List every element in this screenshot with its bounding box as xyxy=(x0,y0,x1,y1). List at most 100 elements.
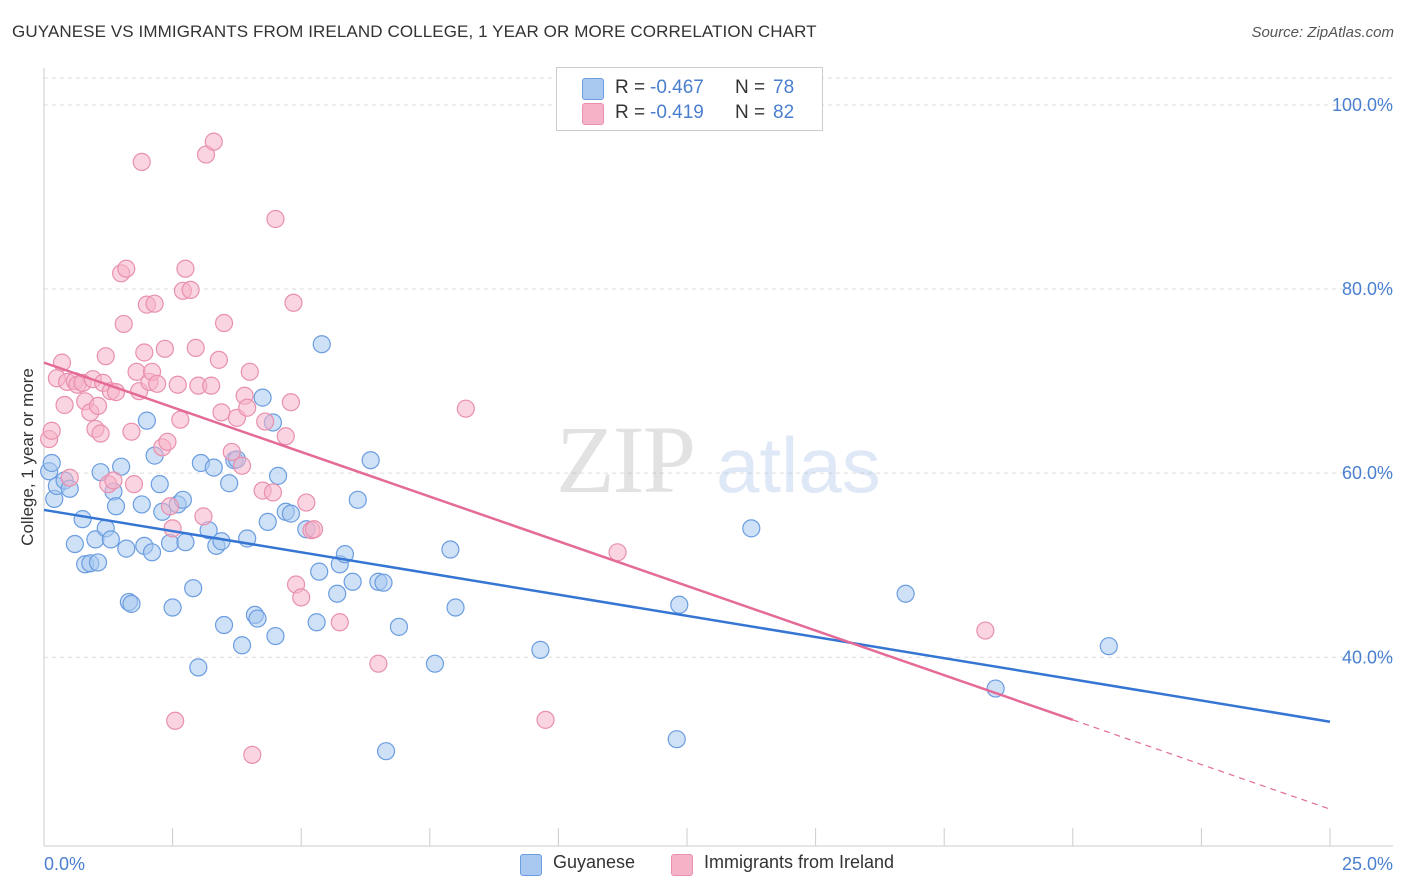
axes xyxy=(43,68,1393,847)
guyanese-point xyxy=(42,453,61,473)
watermark: ZIP atlas xyxy=(556,406,881,513)
guyanese-point xyxy=(307,613,326,632)
guyanese-point xyxy=(88,553,108,572)
legend-r-label: R = xyxy=(615,102,646,123)
ireland-point xyxy=(135,343,154,362)
guyanese-point xyxy=(163,598,182,617)
ireland-point xyxy=(330,613,349,632)
guyanese-point xyxy=(531,640,550,659)
legend-label-ireland: Immigrants from Ireland xyxy=(704,852,895,872)
ireland-point xyxy=(148,374,167,393)
y-axis-label: College, 1 year or more xyxy=(18,368,37,546)
y-tick-label: 100.0% xyxy=(1332,95,1393,115)
guyanese-point xyxy=(132,495,151,514)
x-tick-labels: 0.0% 25.0% xyxy=(44,854,1393,874)
series-legend: Guyanese Immigrants from Ireland xyxy=(0,852,1406,878)
legend-n-value: 78 xyxy=(773,77,795,98)
ireland-point xyxy=(163,519,182,538)
guyanese-point xyxy=(281,504,301,523)
guyanese-point xyxy=(667,730,686,749)
guyanese-point xyxy=(389,617,409,636)
ireland-point xyxy=(55,395,74,415)
ireland-point xyxy=(202,376,221,395)
ireland-point xyxy=(222,442,241,462)
legend-row-ireland: R = -0.419 N = 82 xyxy=(557,102,822,126)
legend-swatch-pink xyxy=(582,103,604,125)
ireland-point xyxy=(263,483,283,502)
guyanese-point xyxy=(232,636,252,655)
ireland-point xyxy=(181,280,200,299)
legend-r-value: -0.467 xyxy=(650,77,704,98)
ireland-point xyxy=(292,588,311,607)
legend-swatch-ireland xyxy=(671,854,693,876)
ireland-point xyxy=(168,375,187,394)
guyanese-point xyxy=(101,530,120,549)
x-tick-label: 0.0% xyxy=(44,854,85,874)
ireland-point xyxy=(266,209,285,229)
guyanese-point xyxy=(73,510,92,529)
guyanese-point xyxy=(441,540,460,559)
guyanese-point xyxy=(112,457,131,476)
y-tick-label: 60.0% xyxy=(1342,463,1393,483)
ireland-point xyxy=(88,396,108,416)
guyanese-point xyxy=(328,584,347,603)
ireland-point xyxy=(158,432,177,451)
y-tick-label: 40.0% xyxy=(1342,647,1393,667)
ireland-point xyxy=(194,507,213,526)
ireland-point xyxy=(60,468,79,487)
ireland-trend-extension xyxy=(1072,719,1331,810)
ireland-point xyxy=(96,347,115,366)
guyanese-point xyxy=(374,573,393,592)
guyanese-point xyxy=(268,466,288,485)
guyanese-point xyxy=(184,579,203,598)
ireland-point xyxy=(243,745,262,764)
legend-label-guyanese: Guyanese xyxy=(553,852,636,872)
guyanese-point xyxy=(348,490,367,509)
ireland-point xyxy=(186,338,205,357)
legend-swatch-guyanese xyxy=(520,854,542,876)
ireland-point xyxy=(91,424,110,443)
guyanese-point xyxy=(266,626,285,646)
ireland-point xyxy=(114,314,133,334)
trend-lines xyxy=(43,361,1331,810)
chart-title: GUYANESE VS IMMIGRANTS FROM IRELAND COLL… xyxy=(12,22,817,41)
guyanese-point xyxy=(258,512,277,532)
ireland-point xyxy=(132,152,151,172)
ireland-point xyxy=(124,475,144,494)
x-tick-label: 25.0% xyxy=(1342,854,1393,874)
y-tick-label: 80.0% xyxy=(1342,279,1393,299)
ireland-point xyxy=(536,710,555,729)
guyanese-point xyxy=(137,411,156,430)
guyanese-point xyxy=(160,533,180,553)
ireland-point xyxy=(304,520,324,539)
ireland-point xyxy=(166,711,185,730)
chart-source: Source: ZipAtlas.com xyxy=(1251,24,1394,41)
guyanese-point xyxy=(312,335,331,354)
ireland-point xyxy=(171,410,190,429)
ireland-point xyxy=(155,339,174,358)
legend-row-guyanese: R = -0.467 N = 78 xyxy=(557,77,822,101)
legend-n-value: 82 xyxy=(773,102,795,123)
legend-swatch-blue xyxy=(582,78,604,100)
watermark-atlas: atlas xyxy=(716,421,881,509)
guyanese-point xyxy=(204,458,223,477)
correlation-legend: R = -0.467 N = 78 R = -0.419 N = 82 xyxy=(556,67,823,131)
ireland-point xyxy=(276,427,295,446)
data-points xyxy=(40,132,1118,764)
guyanese-point xyxy=(142,543,162,562)
guyanese-point xyxy=(670,595,689,614)
guyanese-point xyxy=(150,475,169,494)
ireland-point xyxy=(104,471,123,490)
guyanese-point xyxy=(376,742,396,761)
y-tick-labels: 40.0% 60.0% 80.0% 100.0% xyxy=(1332,95,1393,667)
legend-r-label: R = xyxy=(615,77,646,98)
guyanese-point xyxy=(176,533,195,552)
guyanese-point xyxy=(310,562,329,581)
ireland-point xyxy=(214,313,234,333)
legend-r-value: -0.419 xyxy=(650,102,704,123)
guyanese-point xyxy=(896,584,915,603)
ireland-point xyxy=(160,497,180,516)
ireland-point xyxy=(122,422,141,441)
ireland-point xyxy=(42,421,61,440)
